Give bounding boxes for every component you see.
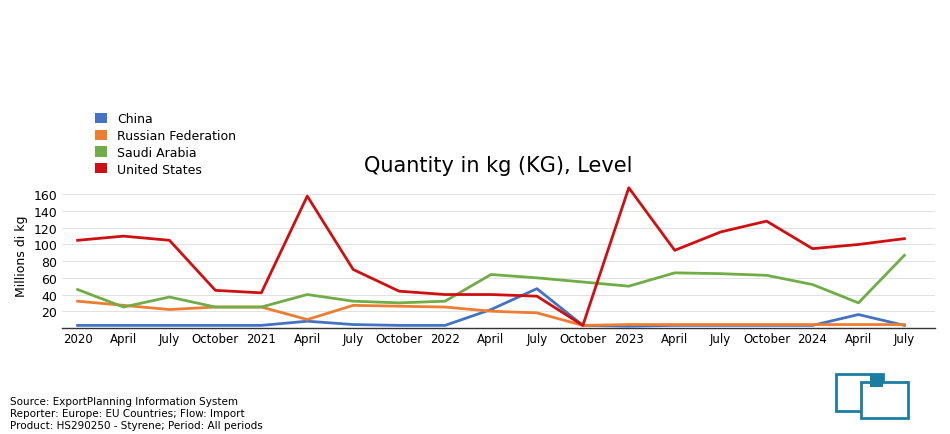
Bar (870, 374, 883, 387)
Y-axis label: Millions di kg: Millions di kg (15, 215, 28, 296)
Bar (836, 374, 883, 411)
Text: Source: ExportPlanning Information System
Reporter: Europe: EU Countries; Flow: : Source: ExportPlanning Information Syste… (10, 397, 262, 430)
Title: Quantity in kg (KG), Level: Quantity in kg (KG), Level (365, 155, 633, 175)
Legend: China, Russian Federation, Saudi Arabia, United States: China, Russian Federation, Saudi Arabia,… (95, 113, 237, 176)
Bar (861, 382, 908, 418)
